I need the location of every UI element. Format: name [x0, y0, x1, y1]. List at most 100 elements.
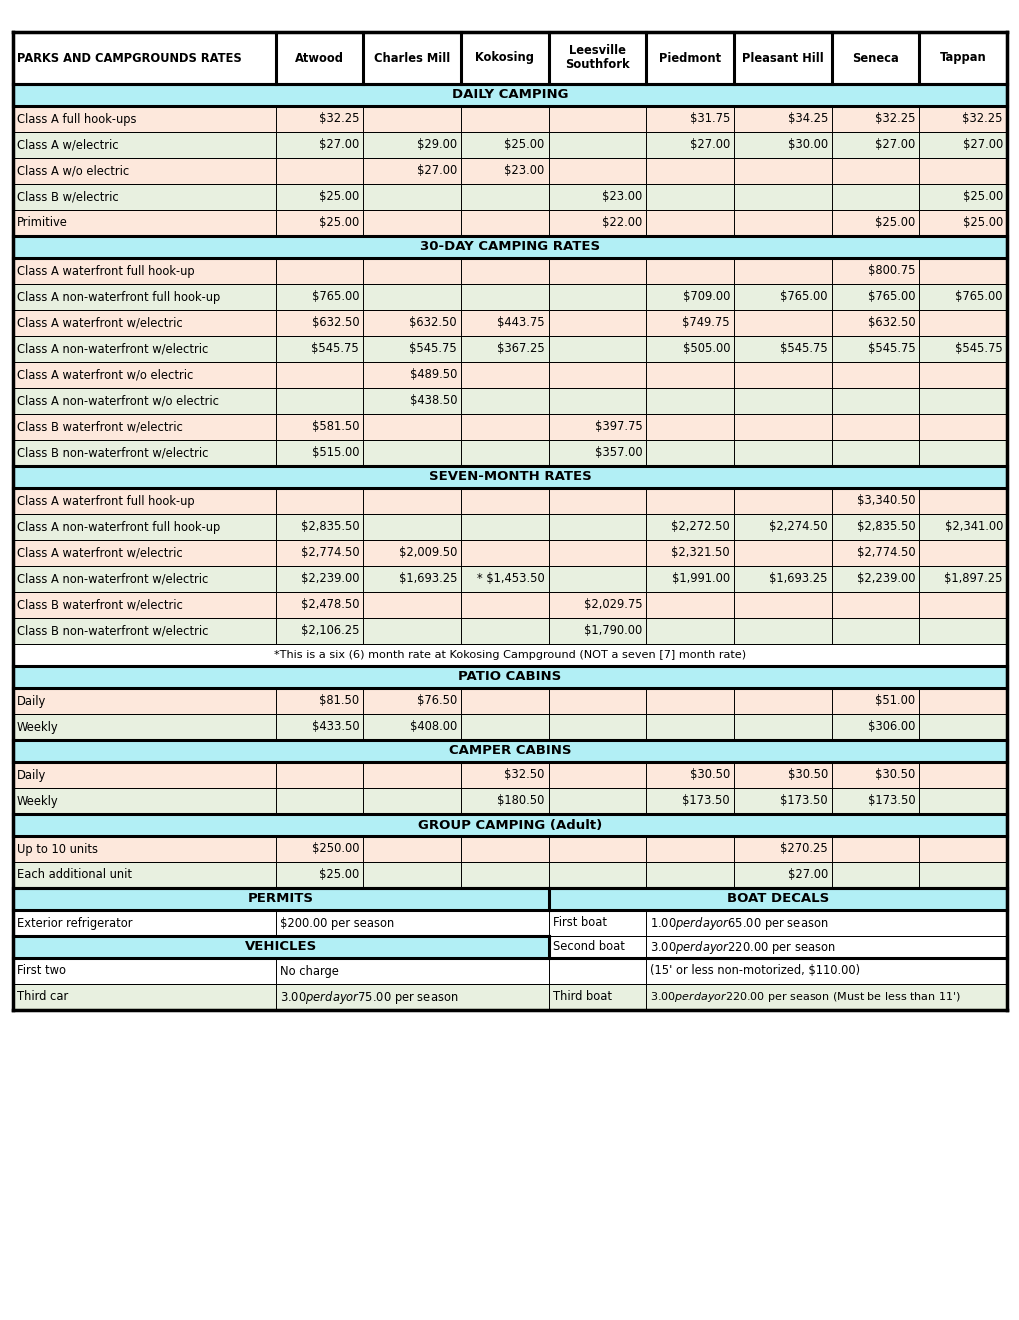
Bar — [13, 513, 1006, 540]
Text: PARKS AND CAMPGROUNDS RATES: PARKS AND CAMPGROUNDS RATES — [17, 51, 242, 65]
Text: $545.75: $545.75 — [780, 342, 827, 355]
Text: Second boat: Second boat — [552, 940, 624, 953]
Text: $545.75: $545.75 — [867, 342, 914, 355]
Text: Class A waterfront full hook-up: Class A waterfront full hook-up — [17, 264, 195, 277]
Text: $180.50: $180.50 — [497, 795, 544, 808]
Bar — [13, 236, 1006, 257]
Text: Class A waterfront w/electric: Class A waterfront w/electric — [17, 546, 182, 560]
Text: $27.00: $27.00 — [787, 869, 827, 882]
Text: $367.25: $367.25 — [496, 342, 544, 355]
Text: $632.50: $632.50 — [867, 317, 914, 330]
Text: Class A non-waterfront w/electric: Class A non-waterfront w/electric — [17, 342, 208, 355]
Text: $632.50: $632.50 — [409, 317, 457, 330]
Bar — [13, 566, 1006, 591]
Text: $3.00 per day or $220.00 per season: $3.00 per day or $220.00 per season — [650, 939, 836, 956]
Text: Class A waterfront w/electric: Class A waterfront w/electric — [17, 317, 182, 330]
Bar — [13, 814, 1006, 836]
Text: Class B non-waterfront w/electric: Class B non-waterfront w/electric — [17, 446, 208, 459]
Text: $2,239.00: $2,239.00 — [301, 573, 359, 586]
Bar — [13, 106, 1006, 132]
Text: First boat: First boat — [552, 916, 606, 929]
Text: $2,478.50: $2,478.50 — [301, 598, 359, 611]
Bar — [13, 362, 1006, 388]
Text: GROUP CAMPING (Adult): GROUP CAMPING (Adult) — [418, 818, 601, 832]
Text: $581.50: $581.50 — [312, 421, 359, 433]
Text: $32.50: $32.50 — [503, 768, 544, 781]
Bar — [13, 788, 1006, 814]
Bar — [548, 958, 1006, 983]
Bar — [13, 466, 1006, 488]
Text: Weekly: Weekly — [17, 721, 58, 734]
Text: $270.25: $270.25 — [780, 842, 827, 855]
Text: Each additional unit: Each additional unit — [17, 869, 131, 882]
Text: CAMPER CABINS: CAMPER CABINS — [448, 744, 571, 758]
Text: Atwood: Atwood — [294, 51, 343, 65]
Text: Charles Mill: Charles Mill — [374, 51, 449, 65]
Text: Class B w/electric: Class B w/electric — [17, 190, 118, 203]
Text: Class A w/o electric: Class A w/o electric — [17, 165, 129, 177]
Text: $23.00: $23.00 — [503, 165, 544, 177]
Text: $173.50: $173.50 — [867, 795, 914, 808]
Text: $2,274.50: $2,274.50 — [768, 520, 827, 533]
Text: $2,321.50: $2,321.50 — [671, 546, 730, 560]
Text: Daily: Daily — [17, 694, 46, 708]
Text: $81.50: $81.50 — [319, 694, 359, 708]
Text: $76.50: $76.50 — [417, 694, 457, 708]
Text: $443.75: $443.75 — [496, 317, 544, 330]
Text: $25.00: $25.00 — [503, 139, 544, 152]
Text: $25.00: $25.00 — [962, 216, 1002, 230]
Text: $2,029.75: $2,029.75 — [583, 598, 642, 611]
Text: $27.00: $27.00 — [319, 139, 359, 152]
Text: $2,774.50: $2,774.50 — [856, 546, 914, 560]
Text: $23.00: $23.00 — [601, 190, 642, 203]
Bar — [13, 667, 1006, 688]
Text: 30-DAY CAMPING RATES: 30-DAY CAMPING RATES — [420, 240, 599, 253]
Text: $51.00: $51.00 — [874, 694, 914, 708]
Text: $397.75: $397.75 — [594, 421, 642, 433]
Text: $545.75: $545.75 — [409, 342, 457, 355]
Text: $632.50: $632.50 — [311, 317, 359, 330]
Text: $173.50: $173.50 — [780, 795, 827, 808]
Bar — [13, 183, 1006, 210]
Text: $2,106.25: $2,106.25 — [301, 624, 359, 638]
Text: $709.00: $709.00 — [682, 290, 730, 304]
Text: $408.00: $408.00 — [410, 721, 457, 734]
Text: BOAT DECALS: BOAT DECALS — [726, 892, 828, 906]
Bar — [13, 762, 1006, 788]
Text: $2,835.50: $2,835.50 — [301, 520, 359, 533]
Text: $1,897.25: $1,897.25 — [944, 573, 1002, 586]
Text: Class B waterfront w/electric: Class B waterfront w/electric — [17, 598, 182, 611]
Text: $438.50: $438.50 — [410, 395, 457, 408]
Bar — [548, 909, 1006, 936]
Text: $545.75: $545.75 — [311, 342, 359, 355]
Bar — [13, 210, 1006, 236]
Bar — [13, 84, 1006, 106]
Text: First two: First two — [17, 965, 66, 978]
Text: $765.00: $765.00 — [780, 290, 827, 304]
Text: Class A full hook-ups: Class A full hook-ups — [17, 112, 137, 125]
Bar — [13, 862, 1006, 888]
Text: Kokosing: Kokosing — [475, 51, 534, 65]
Text: Class A waterfront full hook-up: Class A waterfront full hook-up — [17, 495, 195, 507]
Bar — [548, 888, 1006, 909]
Text: DAILY CAMPING: DAILY CAMPING — [451, 88, 568, 102]
Text: Leesville: Leesville — [569, 44, 626, 57]
Bar — [13, 836, 1006, 862]
Text: $250.00: $250.00 — [312, 842, 359, 855]
Bar — [13, 958, 548, 983]
Text: $1,693.25: $1,693.25 — [768, 573, 827, 586]
Text: $32.25: $32.25 — [318, 112, 359, 125]
Text: (15' or less non-motorized, $110.00): (15' or less non-motorized, $110.00) — [650, 965, 860, 978]
Bar — [548, 936, 1006, 958]
Text: $30.50: $30.50 — [874, 768, 914, 781]
Bar — [13, 158, 1006, 183]
Text: $505.00: $505.00 — [682, 342, 730, 355]
Bar — [13, 257, 1006, 284]
Text: $3,340.50: $3,340.50 — [856, 495, 914, 507]
Text: $489.50: $489.50 — [410, 368, 457, 381]
Text: $3.00 per day or $75.00 per season: $3.00 per day or $75.00 per season — [279, 989, 458, 1006]
Text: $25.00: $25.00 — [319, 190, 359, 203]
Bar — [13, 644, 1006, 667]
Text: Third car: Third car — [17, 990, 68, 1003]
Bar — [13, 741, 1006, 762]
